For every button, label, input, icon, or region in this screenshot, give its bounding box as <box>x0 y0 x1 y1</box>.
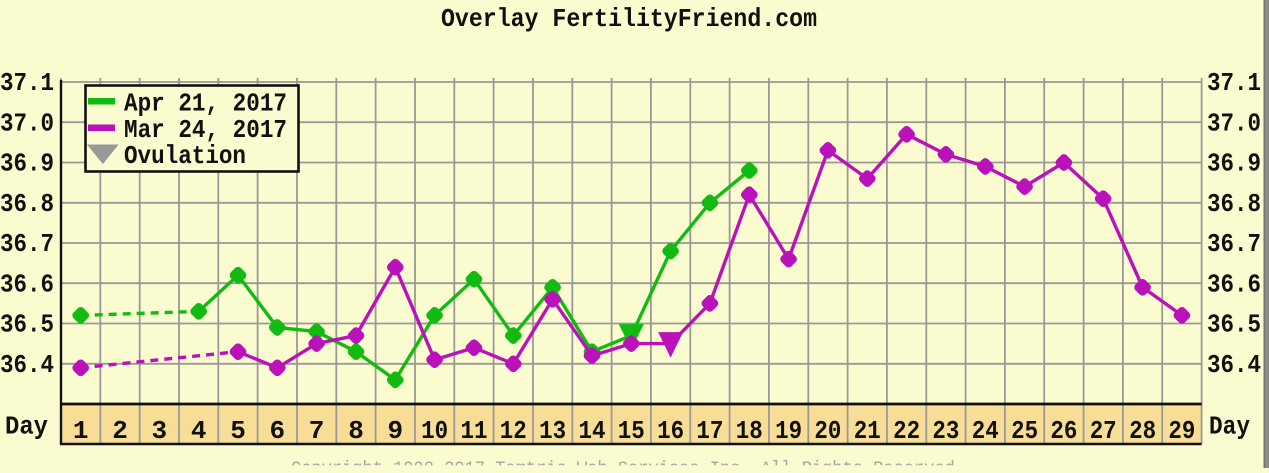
svg-text:37.1: 37.1 <box>1207 68 1261 98</box>
svg-text:17: 17 <box>696 416 723 446</box>
svg-text:Ovulation: Ovulation <box>124 141 246 171</box>
svg-text:2: 2 <box>112 416 128 446</box>
svg-text:36.6: 36.6 <box>1207 269 1261 299</box>
svg-text:Overlay FertilityFriend.com: Overlay FertilityFriend.com <box>441 4 817 34</box>
svg-text:Day: Day <box>1209 412 1250 442</box>
svg-text:14: 14 <box>579 416 606 446</box>
svg-text:Day: Day <box>5 412 48 442</box>
svg-text:36.6: 36.6 <box>0 269 54 299</box>
svg-text:26: 26 <box>1050 416 1077 446</box>
svg-text:36.5: 36.5 <box>0 310 54 340</box>
svg-text:36.5: 36.5 <box>1207 310 1261 340</box>
svg-text:7: 7 <box>309 416 325 446</box>
svg-text:24: 24 <box>972 416 999 446</box>
svg-text:36.7: 36.7 <box>0 229 54 259</box>
svg-text:37.0: 37.0 <box>1207 108 1261 138</box>
svg-text:22: 22 <box>893 416 920 446</box>
svg-text:4: 4 <box>191 416 207 446</box>
svg-text:36.8: 36.8 <box>0 189 54 219</box>
svg-text:36.4: 36.4 <box>0 350 54 380</box>
svg-text:8: 8 <box>348 416 364 446</box>
svg-text:12: 12 <box>500 416 527 446</box>
svg-text:21: 21 <box>854 416 881 446</box>
svg-text:27: 27 <box>1090 416 1117 446</box>
svg-text:37.0: 37.0 <box>0 108 54 138</box>
svg-text:11: 11 <box>461 416 488 446</box>
svg-text:15: 15 <box>618 416 645 446</box>
svg-text:10: 10 <box>421 416 448 446</box>
svg-text:5: 5 <box>230 416 246 446</box>
svg-text:Apr 21, 2017: Apr 21, 2017 <box>124 89 287 119</box>
svg-text:37.1: 37.1 <box>0 68 54 98</box>
svg-text:36.4: 36.4 <box>1207 350 1261 380</box>
svg-text:36.9: 36.9 <box>1207 149 1261 179</box>
svg-text:36.7: 36.7 <box>1207 229 1261 259</box>
svg-text:1: 1 <box>73 416 89 446</box>
svg-text:36.9: 36.9 <box>0 149 54 179</box>
svg-text:28: 28 <box>1129 416 1156 446</box>
svg-text:23: 23 <box>932 416 959 446</box>
svg-text:29: 29 <box>1168 416 1195 446</box>
svg-text:36.8: 36.8 <box>1207 189 1261 219</box>
svg-text:25: 25 <box>1011 416 1038 446</box>
svg-text:16: 16 <box>657 416 684 446</box>
svg-text:6: 6 <box>269 416 285 446</box>
svg-text:19: 19 <box>775 416 802 446</box>
svg-text:20: 20 <box>814 416 841 446</box>
svg-text:Mar 24, 2017: Mar 24, 2017 <box>124 115 287 145</box>
svg-text:3: 3 <box>151 416 167 446</box>
svg-text:13: 13 <box>539 416 566 446</box>
svg-text:9: 9 <box>387 416 403 446</box>
svg-text:18: 18 <box>736 416 763 446</box>
